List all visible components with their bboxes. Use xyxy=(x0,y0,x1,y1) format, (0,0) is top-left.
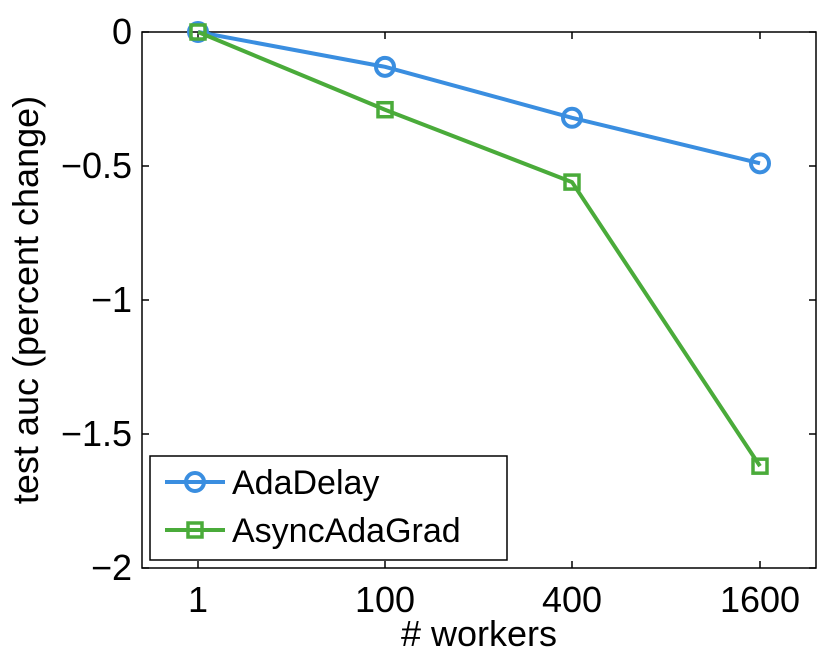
x-axis: 1 100 400 1600 xyxy=(188,32,800,620)
series-line-adadelay xyxy=(197,30,761,166)
y-tick-label: −1.5 xyxy=(61,413,132,454)
y-tick-label: −2 xyxy=(91,547,132,588)
legend-marker-asyncadagrad xyxy=(186,521,204,539)
series-layer xyxy=(187,21,771,475)
y-tick-label: −1 xyxy=(91,279,132,320)
legend-label-adadelay: AdaDelay xyxy=(232,464,379,502)
data-point-asyncadagrad xyxy=(563,173,581,191)
x-tick-label: 100 xyxy=(355,579,415,620)
legend-label-asyncadagrad: AsyncAdaGrad xyxy=(232,512,461,550)
data-point-adadelay xyxy=(374,55,396,78)
data-point-asyncadagrad xyxy=(751,457,769,475)
data-point-adadelay xyxy=(749,152,771,175)
legend-marker-adadelay xyxy=(184,471,206,493)
x-tick-label: 1 xyxy=(188,579,208,620)
x-tick-label: 1600 xyxy=(720,579,800,620)
x-axis-title: # workers xyxy=(401,613,557,654)
legend: AdaDelay AsyncAdaGrad xyxy=(149,455,508,561)
data-point-asyncadagrad xyxy=(189,23,207,41)
legend-box xyxy=(149,455,508,561)
data-point-adadelay xyxy=(561,106,583,129)
data-point-asyncadagrad xyxy=(376,100,394,119)
y-tick-label: 0 xyxy=(112,11,132,52)
y-axis: 0 −0.5 −1 −1.5 −2 xyxy=(61,11,816,588)
x-tick-label: 400 xyxy=(542,579,602,620)
y-tick-label: −0.5 xyxy=(61,145,132,186)
data-point-adadelay xyxy=(187,21,209,43)
series-line-asyncadagrad xyxy=(197,30,762,468)
y-axis-title: test auc (percent change) xyxy=(5,96,46,504)
